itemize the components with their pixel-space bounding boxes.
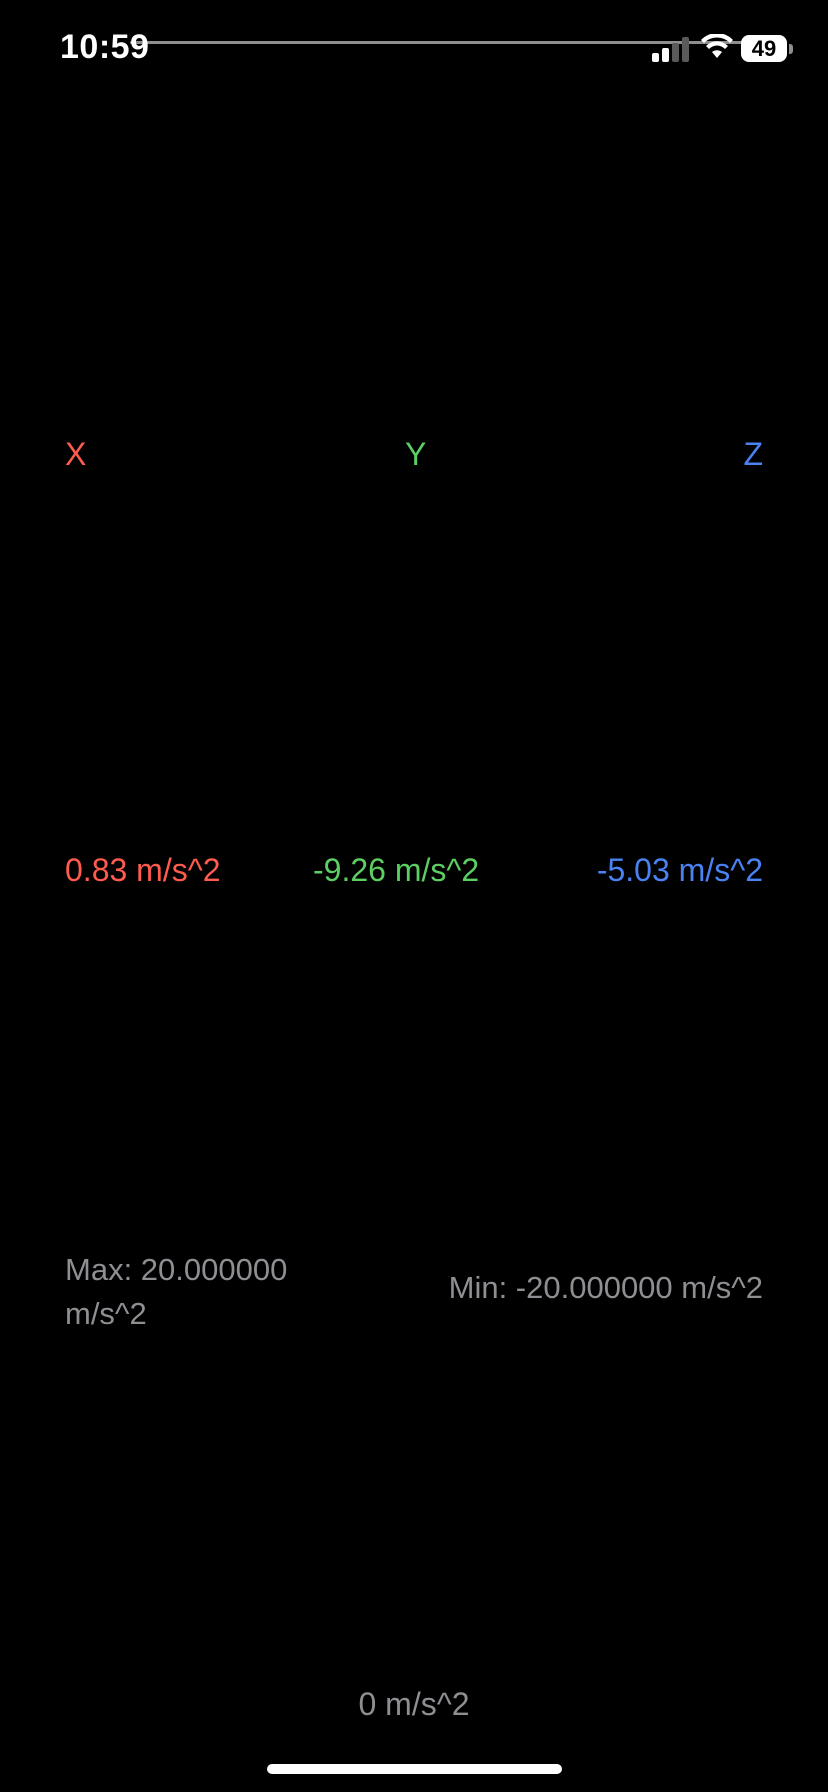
status-divider xyxy=(130,41,786,44)
axis-labels: X Y Z xyxy=(65,436,763,486)
axis-label-y: Y xyxy=(405,436,427,472)
status-time: 10:59 xyxy=(60,28,150,66)
max-value: Max: 20.000000 m/s^2 xyxy=(65,1252,288,1331)
axis-label-z: Z xyxy=(743,436,763,472)
wifi-icon xyxy=(701,34,733,58)
axis-label-x: X xyxy=(65,436,87,472)
battery-level: 49 xyxy=(751,36,777,61)
zero-label: 0 m/s^2 xyxy=(358,1686,470,1722)
reading-z: -5.03 m/s^2 xyxy=(596,852,763,888)
reading-y: -9.26 m/s^2 xyxy=(313,852,480,888)
signal-icon xyxy=(652,36,692,62)
acceleration-readings: 0.83 m/s^2 -9.26 m/s^2 -5.03 m/s^2 xyxy=(65,852,763,902)
min-value: Min: -20.000000 m/s^2 xyxy=(448,1270,763,1305)
battery-cap xyxy=(789,44,793,54)
home-indicator[interactable] xyxy=(267,1764,562,1774)
battery-icon: 49 xyxy=(741,35,787,62)
reading-x: 0.83 m/s^2 xyxy=(65,852,221,888)
status-bar: 10:59 49 xyxy=(0,0,828,100)
